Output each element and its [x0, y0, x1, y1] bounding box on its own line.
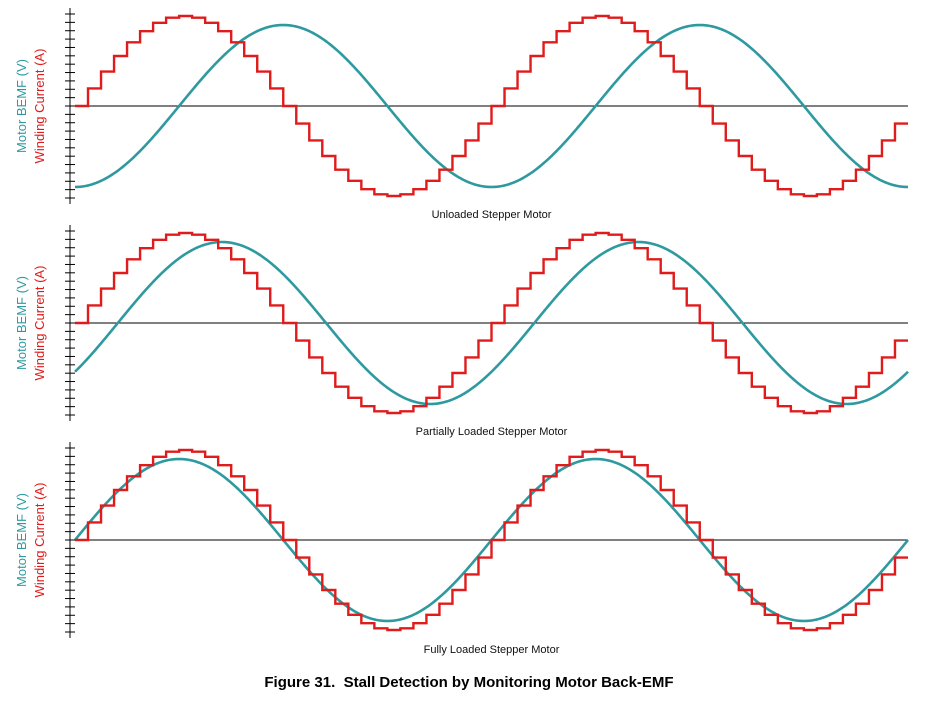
- ylabel-current: Winding Current (A): [32, 266, 47, 381]
- ylabel-bemf: Motor BEMF (V): [14, 493, 29, 587]
- ylabel-current: Winding Current (A): [32, 483, 47, 598]
- ylabel-bemf: Motor BEMF (V): [14, 59, 29, 153]
- panel-unloaded: Motor BEMF (V) Winding Current (A) Unloade…: [14, 8, 909, 221]
- series-line-current: [75, 448, 908, 632]
- series-line-bemf: [74, 23, 909, 189]
- panel-fully-loaded: Motor BEMF (V) Winding Current (A) Fully L…: [14, 442, 910, 656]
- figure-caption: Figure 31. Stall Detection by Monitoring…: [264, 674, 674, 691]
- series-line-current: [75, 14, 908, 198]
- series-line-bemf: [74, 240, 909, 406]
- panel-subtitle: Partially Loaded Stepper Motor: [416, 426, 568, 438]
- series-line-current: [75, 231, 908, 415]
- panel-subtitle: Unloaded Stepper Motor: [432, 209, 552, 221]
- panel-partially-loaded: Motor BEMF (V) Winding Current (A) Partial…: [14, 225, 909, 438]
- ylabel-bemf: Motor BEMF (V): [14, 276, 29, 370]
- ylabel-current: Winding Current (A): [32, 49, 47, 164]
- panel-subtitle: Fully Loaded Stepper Motor: [424, 644, 560, 656]
